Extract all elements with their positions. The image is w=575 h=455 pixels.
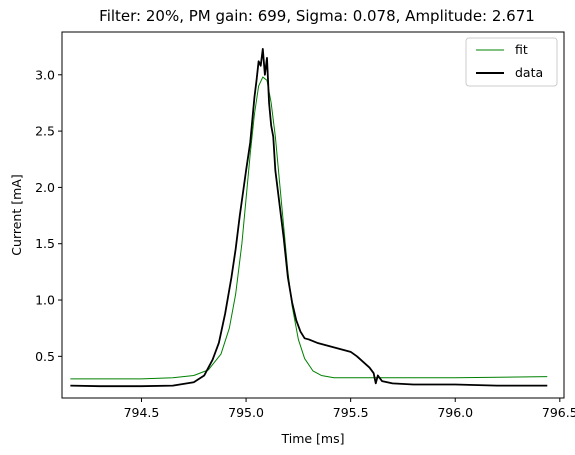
x-tick-label: 795.5: [333, 405, 369, 420]
plot-area-frame: [61, 31, 565, 399]
legend: fit data: [465, 37, 558, 87]
y-tick-label: 2.0: [35, 180, 55, 195]
legend-box: [465, 37, 558, 87]
y-tick-label: 1.0: [35, 293, 55, 308]
x-tick-label: 794.5: [124, 405, 160, 420]
x-tick-label: 796.5: [542, 405, 575, 420]
legend-data-label: data: [515, 65, 543, 80]
y-tick-label: 3.0: [35, 67, 55, 82]
chart-title: Filter: 20%, PM gain: 699, Sigma: 0.078,…: [99, 7, 535, 25]
y-axis-ticks: 0.5 1.0 1.5 2.0 2.5 3.0: [35, 67, 62, 364]
series-line-data: [70, 47, 548, 388]
y-tick-label: 1.5: [35, 236, 55, 251]
y-tick-label: 0.5: [35, 349, 55, 364]
x-tick-label: 795.0: [228, 405, 264, 420]
legend-fit-label: fit: [515, 42, 528, 57]
x-axis-title: Time [ms]: [280, 431, 344, 446]
y-tick-label: 2.5: [35, 124, 55, 139]
x-axis-ticks: 794.5 795.0 795.5 796.0 796.5: [124, 398, 575, 420]
y-axis-title: Current [mA]: [9, 174, 24, 255]
series-layer: [70, 47, 548, 388]
x-tick-label: 796.0: [437, 405, 473, 420]
series-line-fit: [70, 76, 548, 380]
